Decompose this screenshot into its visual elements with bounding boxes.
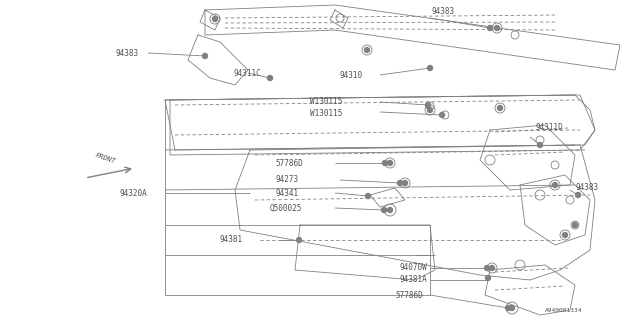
Text: 94381: 94381 (220, 236, 243, 244)
Circle shape (365, 47, 369, 52)
Circle shape (268, 76, 273, 81)
Circle shape (552, 182, 557, 188)
Text: 94311C: 94311C (234, 69, 262, 78)
Text: 94381A: 94381A (400, 276, 428, 284)
Circle shape (403, 180, 408, 186)
Text: 94383: 94383 (432, 6, 455, 15)
Circle shape (428, 66, 433, 70)
Text: FRONT: FRONT (94, 152, 116, 164)
Circle shape (383, 161, 387, 165)
Circle shape (428, 108, 433, 113)
Text: 94320A: 94320A (120, 188, 148, 197)
Circle shape (575, 193, 580, 197)
Circle shape (426, 102, 431, 108)
Circle shape (440, 113, 445, 117)
Circle shape (538, 142, 543, 148)
Circle shape (212, 17, 218, 21)
Text: 94070W: 94070W (400, 263, 428, 273)
Text: 57786D: 57786D (395, 291, 423, 300)
Text: 94273: 94273 (275, 175, 298, 185)
Text: 94341: 94341 (275, 188, 298, 197)
Text: 94383: 94383 (575, 183, 598, 193)
Circle shape (488, 26, 493, 30)
Text: Q500025: Q500025 (270, 204, 302, 212)
Circle shape (573, 222, 577, 228)
Circle shape (202, 53, 207, 59)
Circle shape (381, 207, 387, 212)
Circle shape (563, 233, 568, 237)
Text: W130115: W130115 (310, 108, 342, 117)
Circle shape (296, 237, 301, 243)
Circle shape (365, 194, 371, 198)
Text: 94310: 94310 (340, 70, 363, 79)
Circle shape (490, 266, 495, 270)
Text: A940001334: A940001334 (545, 308, 582, 314)
Circle shape (497, 106, 502, 110)
Text: W130115: W130115 (310, 98, 342, 107)
Circle shape (397, 180, 403, 186)
Circle shape (484, 266, 490, 270)
Circle shape (387, 161, 392, 165)
Circle shape (495, 26, 499, 30)
Text: 94383: 94383 (115, 49, 138, 58)
Circle shape (506, 306, 511, 310)
Text: 57786D: 57786D (275, 158, 303, 167)
Circle shape (387, 207, 392, 212)
Text: 94311D: 94311D (535, 124, 563, 132)
Circle shape (509, 306, 515, 310)
Circle shape (486, 276, 490, 281)
